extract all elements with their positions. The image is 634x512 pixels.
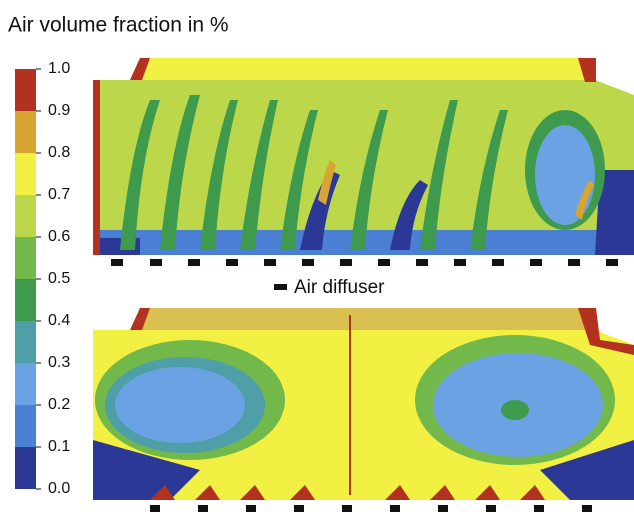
colorbar-band xyxy=(15,195,36,237)
tick-label: 1.0 xyxy=(48,60,70,77)
colorbar-band xyxy=(15,321,36,363)
colorbar-band xyxy=(15,405,36,447)
tick-label: 0.2 xyxy=(48,396,70,413)
colorbar: 0.0 0.1 0.2 0.3 0.4 0.5 0.6 0.7 0.8 0.9 1.0 xyxy=(15,60,70,497)
colorbar-band xyxy=(15,111,36,153)
colorbar-band xyxy=(15,363,36,405)
tick-label: 0.3 xyxy=(48,354,70,371)
colorbar-band xyxy=(15,69,36,111)
tick-label: 0.6 xyxy=(48,228,70,245)
tick-label: 0.4 xyxy=(48,312,70,329)
colorbar-band xyxy=(15,447,36,489)
figure-title: Air volume fraction in % xyxy=(8,14,229,37)
tick-label: 0.7 xyxy=(48,186,70,203)
tick-label: 0.0 xyxy=(48,480,70,497)
colorbar-band xyxy=(15,279,36,321)
tick-label: 0.5 xyxy=(48,270,70,287)
tick-label: 0.1 xyxy=(48,438,70,455)
legend-swatch xyxy=(274,284,287,290)
colorbar-band xyxy=(15,237,36,279)
contour-bottom xyxy=(93,308,634,512)
figure: Air volume fraction in % Air diffuser xyxy=(0,0,634,512)
contour-top xyxy=(93,58,634,266)
tick-label: 0.9 xyxy=(48,102,70,119)
annotation: Air diffuser xyxy=(294,277,385,298)
tick-label: 0.8 xyxy=(48,144,70,161)
colorbar-band xyxy=(15,153,36,195)
